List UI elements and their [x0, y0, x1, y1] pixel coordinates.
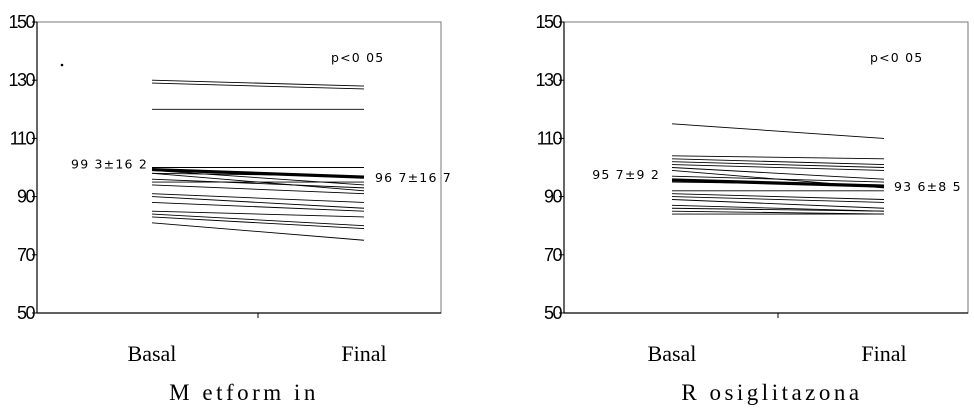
subject-line	[151, 184, 365, 195]
subject-line	[671, 161, 885, 168]
x-tick-label: Final	[341, 341, 386, 366]
y-tick-label: 130	[8, 70, 35, 90]
subject-line	[671, 175, 885, 183]
y-tick-label: 70	[17, 245, 36, 265]
y-tick-label: 90	[544, 187, 563, 207]
y-tick-label: 50	[544, 303, 563, 323]
p-value-annotation: p<0 05	[870, 50, 923, 65]
mean-label-final: 96 7±16 7	[375, 170, 452, 185]
x-tick-label: Basal	[128, 341, 177, 366]
chart-panel-2: 50 70 90 110 130 150 Basal Final 95 7±9 2 93 6±8 …	[535, 12, 969, 405]
mean-label-basal: 99 3±16 2	[71, 157, 148, 172]
subject-line	[671, 164, 885, 171]
subject-line	[671, 123, 885, 139]
subject-line	[151, 210, 365, 218]
subject-line	[151, 178, 365, 189]
mean-label-basal: 95 7±9 2	[592, 167, 660, 182]
subject-line	[671, 210, 885, 215]
y-tick-label: 90	[17, 187, 36, 207]
subject-line	[671, 196, 885, 203]
mean-line	[671, 178, 885, 188]
subject-line	[671, 193, 885, 200]
subject-line	[671, 155, 885, 160]
subject-line	[671, 167, 885, 180]
mean-line	[151, 167, 365, 179]
subject-line	[671, 199, 885, 209]
subject-line	[151, 216, 365, 230]
y-tick-label: 110	[537, 128, 563, 148]
chart-title: M etform in	[169, 380, 319, 405]
y-tick-label: 110	[10, 128, 36, 148]
y-tick-label: 50	[17, 303, 36, 323]
subject-line	[151, 79, 365, 87]
chart-panel-1: 50 70 90 110 130 150 Basal Final 99 3±16 2 96 7±1…	[8, 12, 452, 405]
y-tick-label: 130	[535, 70, 562, 90]
subject-line	[151, 222, 365, 241]
mean-label-final: 93 6±8 5	[894, 179, 962, 194]
p-value-annotation: p<0 05	[331, 50, 384, 65]
chart-title: R osiglitazona	[681, 380, 862, 405]
y-tick-label: 150	[8, 12, 35, 32]
y-tick-label: 150	[535, 12, 562, 32]
subject-line	[671, 207, 885, 212]
subject-line	[671, 158, 885, 166]
x-tick-label: Final	[861, 341, 906, 366]
subject-line	[671, 204, 885, 212]
y-tick-label: 70	[544, 245, 563, 265]
subject-line	[151, 201, 365, 212]
subject-line	[151, 82, 365, 90]
subject-line	[151, 169, 365, 186]
subject-line	[151, 213, 365, 227]
subject-line	[151, 193, 365, 203]
stray-dot	[60, 63, 64, 67]
subject-line	[151, 196, 365, 209]
x-tick-label: Basal	[648, 341, 697, 366]
